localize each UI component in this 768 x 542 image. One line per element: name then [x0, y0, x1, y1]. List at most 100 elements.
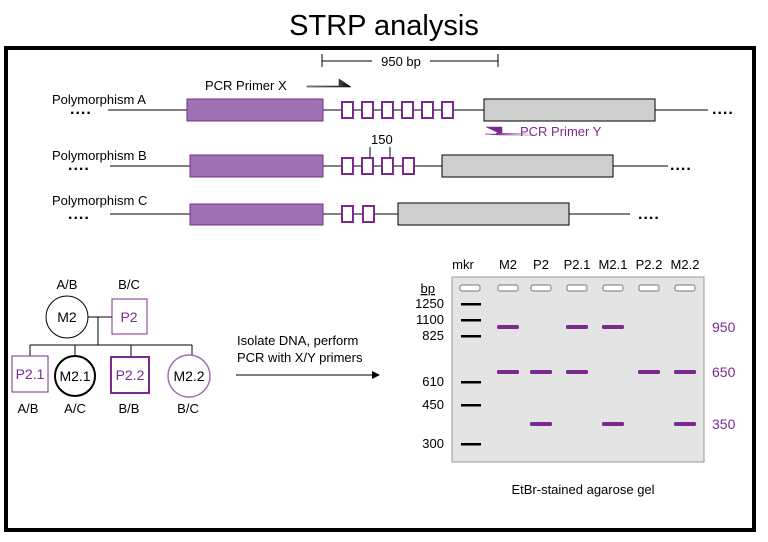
page-title: STRP analysis	[289, 10, 479, 42]
repeat-unit	[341, 205, 354, 223]
pedigree-id: M2.1	[59, 368, 90, 384]
band-size-label: 950	[712, 319, 736, 335]
gel-lane-label: P2.2	[636, 257, 663, 272]
repeat-size-annotation: 150	[371, 132, 393, 147]
genotype-label: B/C	[177, 401, 199, 416]
genotype-label: A/C	[64, 401, 86, 416]
sample-bands	[497, 325, 696, 426]
ellipsis-left: ....	[68, 206, 90, 223]
gel-band	[638, 370, 660, 374]
ellipsis-right: ....	[638, 206, 660, 223]
marker-band	[461, 319, 481, 322]
pedigree-id: M2.2	[173, 368, 204, 384]
repeat-unit	[381, 157, 394, 175]
polymorphism-b-row: Polymorphism B 150 .... ....	[52, 132, 692, 178]
pedigree-id: P2.1	[16, 366, 45, 382]
repeat-unit	[401, 101, 414, 119]
marker-size-label: 1250	[415, 296, 444, 311]
marker-band	[461, 335, 481, 338]
gel-well	[674, 284, 696, 292]
gel-well	[566, 284, 588, 292]
genotype-label: B/C	[118, 277, 140, 292]
gel-wells	[459, 284, 696, 292]
repeat-unit	[381, 101, 394, 119]
scale-label: 950 bp	[381, 54, 421, 69]
polymorphism-a-label: Polymorphism A	[52, 92, 146, 107]
gel-caption: EtBr-stained agarose gel	[511, 482, 654, 497]
ellipsis-right: ....	[712, 101, 734, 118]
marker-band	[461, 404, 481, 407]
gel-lane-label: P2	[533, 257, 549, 272]
ellipsis-left: ....	[68, 157, 90, 174]
marker-size-label: 1100	[416, 312, 444, 327]
pedigree-male-p2	[111, 298, 148, 335]
genotype-label: A/B	[57, 277, 78, 292]
polymorphism-c-label: Polymorphism C	[52, 193, 147, 208]
scale-bar: 950 bp	[321, 54, 499, 69]
repeat-unit	[361, 157, 374, 175]
process-text-line-2: PCR with X/Y primers	[237, 350, 363, 365]
gel-well	[638, 284, 660, 292]
marker-size-label: 300	[422, 436, 444, 451]
pedigree-id: P2.2	[116, 367, 145, 383]
gel-band	[530, 370, 552, 374]
gel-well	[459, 284, 481, 292]
pedigree-female-m2-1	[54, 355, 96, 397]
flanking-region-gray	[397, 202, 570, 226]
gel-well	[497, 284, 519, 292]
gel-lane-label: M2.2	[671, 257, 700, 272]
gel-band	[674, 370, 696, 374]
gel-band	[602, 325, 624, 329]
figure-frame	[4, 46, 756, 532]
pedigree-female-m2-2	[167, 354, 211, 398]
gel-band	[674, 422, 696, 426]
gel-band	[497, 325, 519, 329]
primer-x: PCR Primer X	[205, 78, 352, 93]
flanking-region	[189, 203, 324, 226]
gel-lane-label: mkr	[452, 257, 474, 272]
polymorphism-c-row: Polymorphism C .... ....	[52, 193, 660, 226]
ellipsis-right: ....	[670, 157, 692, 174]
gel-lane-label: M2.1	[599, 257, 628, 272]
genotype-label: A/B	[18, 401, 39, 416]
process-text-line-1: Isolate DNA, perform	[237, 333, 358, 348]
genotype-label: B/B	[119, 401, 140, 416]
gel-well	[602, 284, 624, 292]
pedigree-id: M2	[57, 309, 77, 325]
repeat-unit	[421, 101, 434, 119]
repeat-unit	[441, 101, 454, 119]
band-size-label: 350	[712, 416, 736, 432]
pedigree-male-p2-1	[11, 355, 49, 393]
repeat-unit	[341, 157, 354, 175]
repeat-unit	[362, 205, 375, 223]
flanking-region-gray	[483, 98, 656, 122]
ellipsis-left: ....	[70, 101, 92, 118]
gel-lane-label: M2	[499, 257, 517, 272]
gel-band	[602, 422, 624, 426]
gel-slab	[451, 276, 705, 463]
gel: mkr M2 P2 P2.1 M2.1 P2.2 M2.2 bp 1250110…	[415, 257, 735, 497]
marker-band	[461, 303, 481, 306]
repeat-unit	[402, 157, 415, 175]
primer-x-label: PCR Primer X	[205, 78, 287, 93]
marker-band	[461, 381, 481, 384]
primer-x-arrow	[306, 78, 352, 88]
flanking-region	[189, 154, 324, 178]
repeat-unit	[341, 101, 354, 119]
arrow-head	[372, 371, 380, 379]
gel-band	[497, 370, 519, 374]
polymorphism-b-label: Polymorphism B	[52, 148, 147, 163]
process-step: Isolate DNA, perform PCR with X/Y primer…	[236, 333, 380, 379]
repeat-unit	[361, 101, 374, 119]
gel-unit-label: bp	[421, 281, 435, 296]
polymorphism-a-row: Polymorphism A .... ....	[52, 92, 734, 122]
marker-size-label: 450	[422, 397, 444, 412]
gel-band	[530, 422, 552, 426]
flanking-region	[186, 98, 324, 122]
marker-size-label: 610	[422, 374, 444, 389]
gel-band	[566, 370, 588, 374]
gel-well	[530, 284, 552, 292]
primer-y: PCR Primer Y	[484, 124, 602, 139]
